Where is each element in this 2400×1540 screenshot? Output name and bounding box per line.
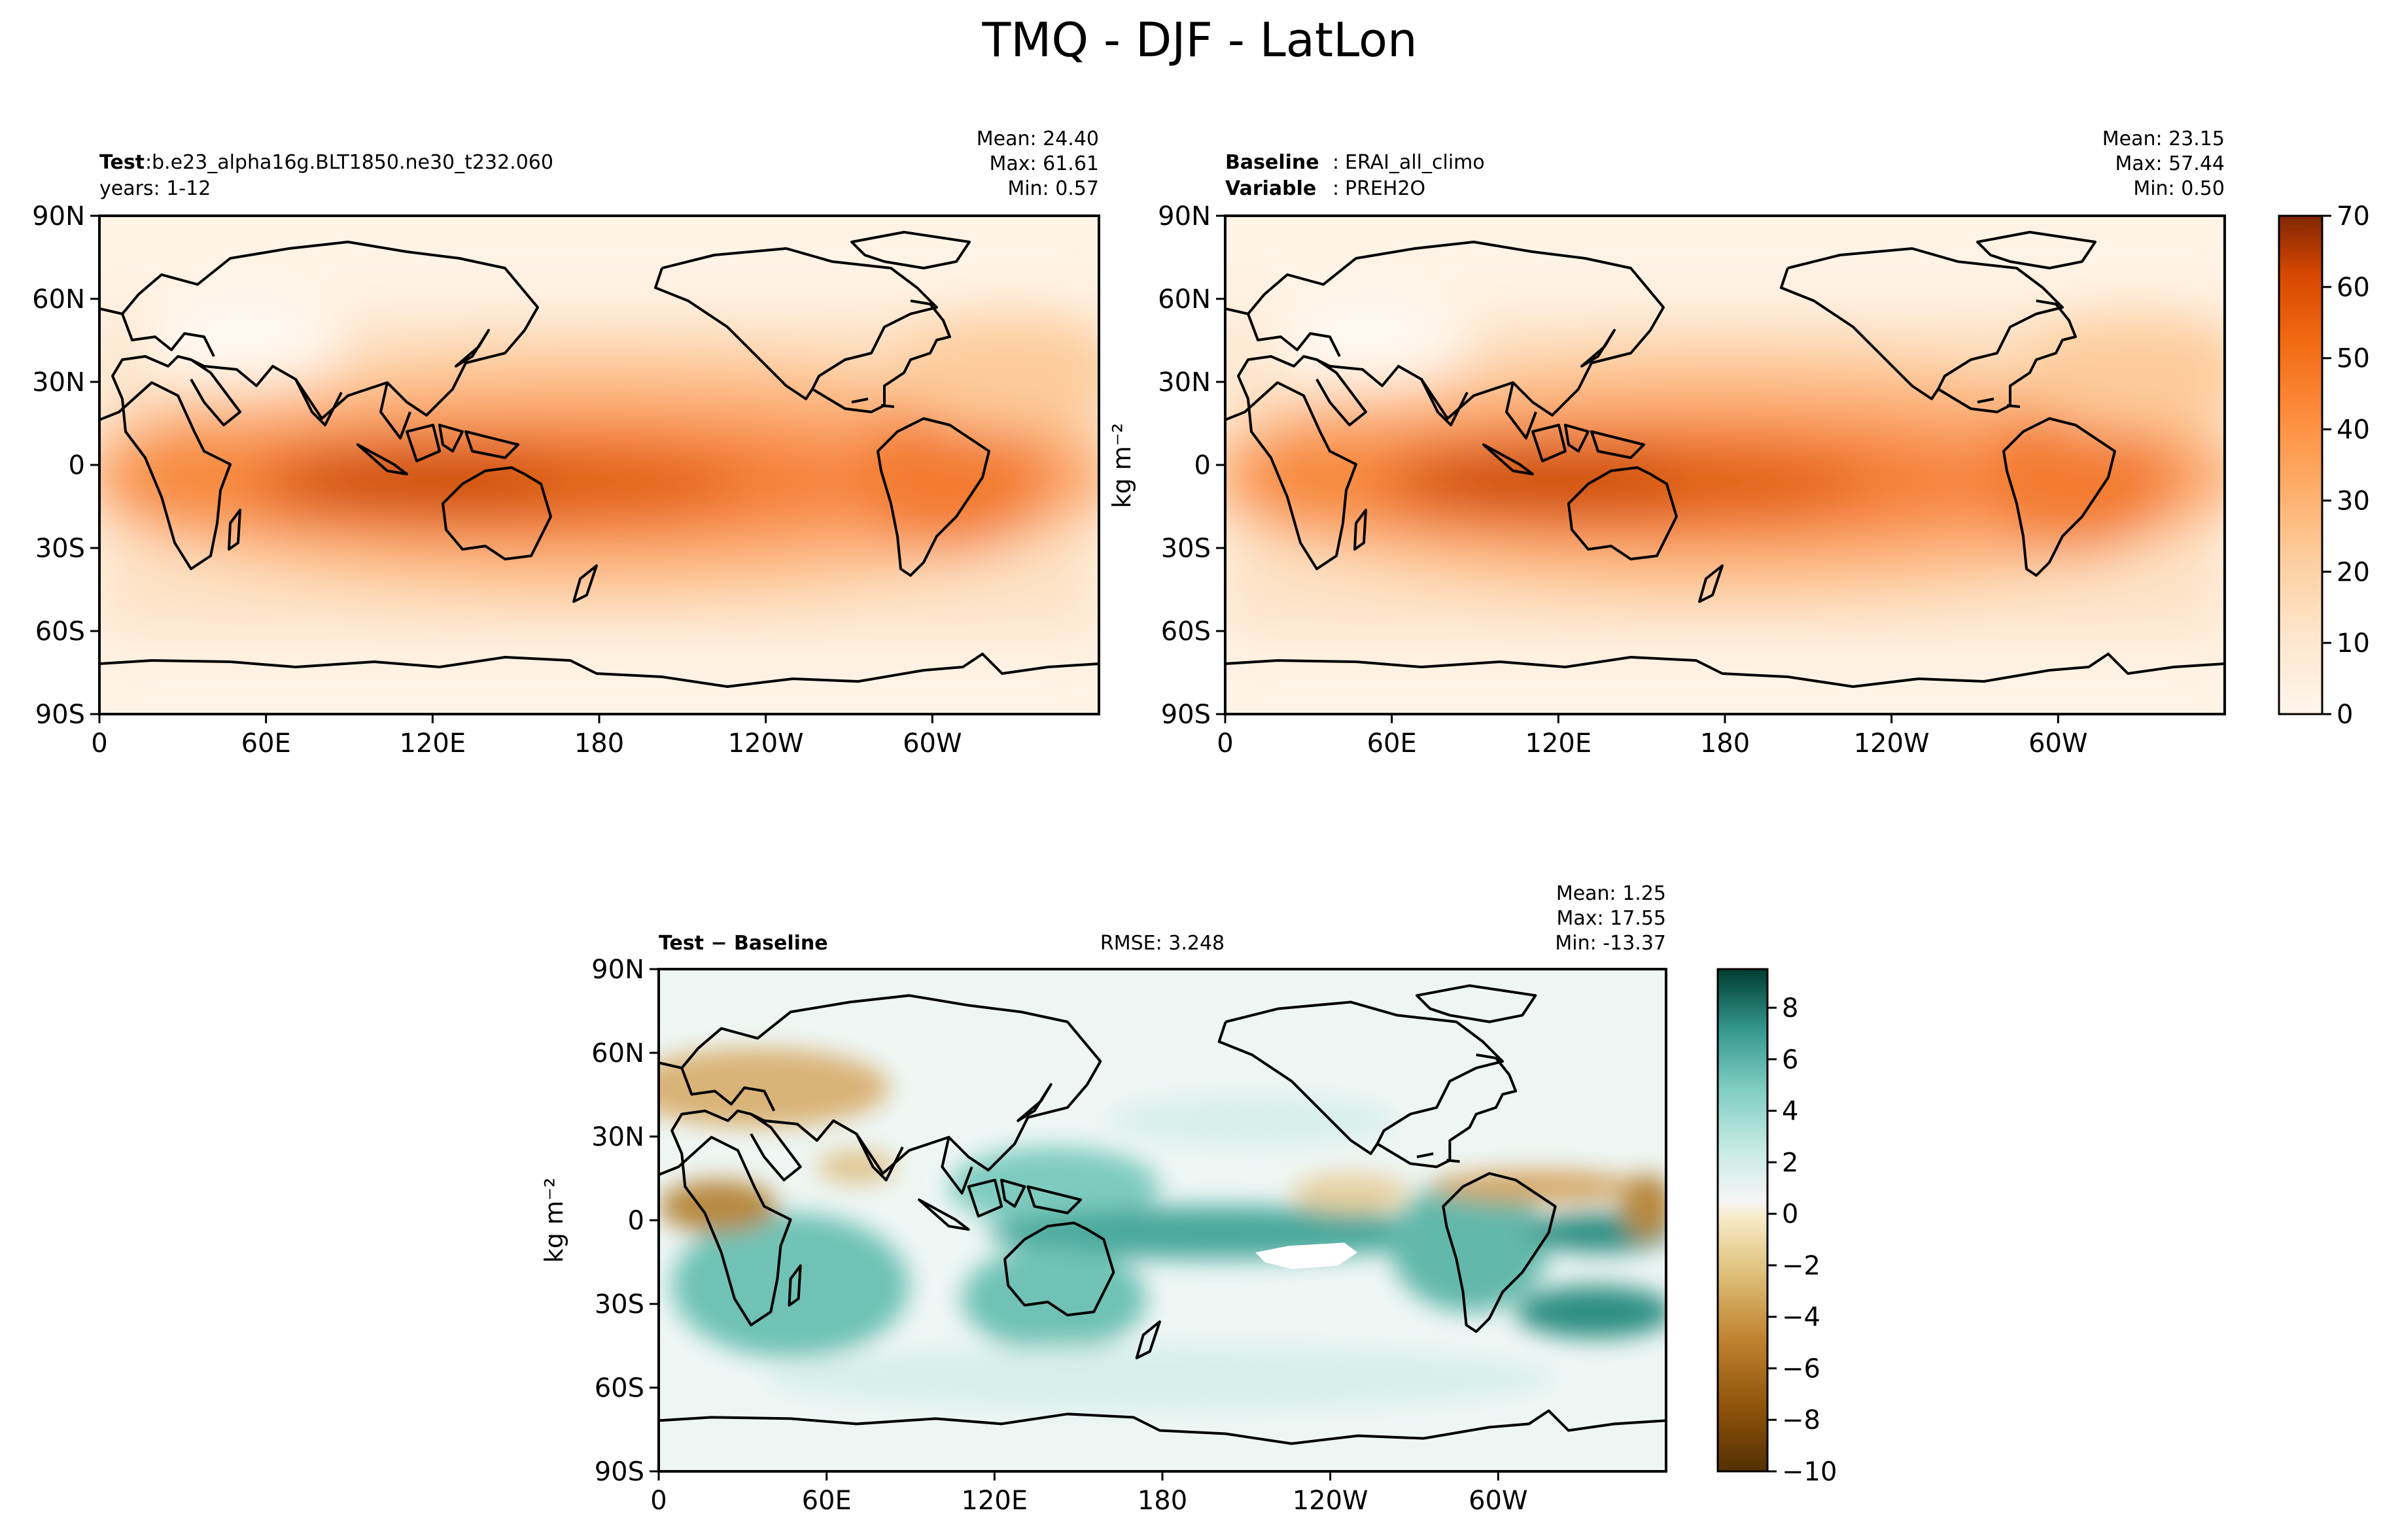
colorbar-diff-tick-label: 0 [1782,1199,1798,1229]
test-ytick-label: 60N [32,284,85,315]
variable-label: Variable [1225,177,1316,200]
baseline-max: Max: 57.44 [2115,152,2225,175]
baseline-ytick-label: 60N [1158,284,1211,315]
baseline-xtick-label: 120W [1854,728,1930,759]
test-years: years: 1-12 [99,177,211,200]
baseline-xtick-label: 180 [1700,728,1750,759]
baseline-name: ERAI_all_climo [1345,151,1485,174]
colorbar-top-tick-label: 70 [2337,201,2370,231]
test-ytick-label: 90S [35,700,85,730]
diff-xtick-label: 60E [802,1486,852,1516]
colorbar-top-gradient [2278,214,2323,715]
colorbar-top-tick-label: 0 [2337,700,2353,730]
test-colon: : [145,151,152,174]
baseline-ytick-label: 90S [1161,700,1211,730]
test-xtick-label: 120E [400,728,466,759]
test-axis-ticks: 0 60E 120E 180 120W 60W 90N 60N 30N 0 30S 60S 90S [32,201,962,759]
baseline-min: Min: 0.50 [2133,177,2225,200]
colorbar-diff-tick-label: −4 [1782,1303,1820,1333]
colorbar-top-tick-label: 20 [2337,557,2370,587]
baseline-panel: Baseline : ERAI_all_climo Variable : PRE… [1107,128,2226,759]
baseline-variable: PREH2O [1345,177,1425,200]
test-xtick-label: 120W [728,728,804,759]
diff-map-field [659,969,1666,1471]
colorbar-diff-tick-label: 4 [1782,1097,1798,1127]
colorbar-top-tick-label: 10 [2337,628,2370,659]
colorbar-top-tick-label: 30 [2337,486,2370,516]
baseline-ytick-label: 90N [1158,201,1211,231]
baseline-label: Baseline [1225,151,1319,174]
baseline-colon: : [1332,151,1339,174]
test-xtick-label: 180 [574,728,624,759]
diff-ytick-label: 30N [591,1122,644,1152]
diff-ytick-label: 30S [595,1290,644,1320]
colorbar-diff-tick-label: 6 [1782,1045,1798,1075]
colorbar-top-ticks: 0 10 20 30 40 50 60 70 [2322,201,2370,730]
baseline-ytick-label: 30N [1158,368,1211,398]
colorbar-diff: −10 −8 −6 −4 −2 0 2 4 6 8 [1716,968,1837,1487]
colorbar-diff-tick-label: 8 [1782,993,1798,1023]
colorbar-diff-tick-label: 2 [1782,1148,1798,1178]
colorbar-diff-ticks: −10 −8 −6 −4 −2 0 2 4 6 8 [1767,993,1837,1487]
baseline-map-field [1225,216,2225,714]
diff-panel: Test − Baseline RMSE: 3.248 Mean: 1.25 M… [540,882,1667,1516]
colorbar-top-tick-label: 50 [2337,344,2370,374]
test-ytick-label: 30N [32,368,85,398]
baseline-ytick-label: 30S [1161,534,1211,564]
diff-ytick-label: 60S [595,1373,644,1403]
colorbar-diff-tick-label: −8 [1782,1405,1820,1435]
diff-ytick-label: 90S [595,1457,644,1487]
test-ytick-label: 90N [32,201,85,231]
colorbar-top-tick-label: 60 [2337,273,2370,303]
baseline-ytick-label: 0 [1194,451,1211,481]
diff-xtick-label: 120E [962,1486,1028,1516]
diff-xtick-label: 0 [650,1486,667,1516]
diff-xtick-label: 60W [1469,1486,1527,1516]
baseline-xtick-label: 120E [1525,728,1592,759]
test-map-field [99,216,1099,714]
diff-ytick-label: 90N [591,955,644,985]
colorbar-top-tick-label: 40 [2337,415,2370,445]
diff-ytick-label: 60N [591,1038,644,1069]
diff-axis-ticks: 0 60E 120E 180 120W 60W 90N 60N 30N 0 30S 60S 90S [591,955,1527,1516]
colorbar-top: 0 10 20 30 40 50 60 70 [2278,201,2370,730]
variable-colon: : [1332,177,1339,200]
test-ytick-label: 30S [35,534,85,564]
test-mean: Mean: 24.40 [977,128,1099,150]
test-xtick-label: 60W [903,728,962,759]
test-panel: Test b.e23_alpha16g.BLT1850.ne30_t232.06… [32,128,1100,759]
baseline-mean: Mean: 23.15 [2102,128,2225,150]
baseline-xtick-label: 0 [1217,728,1233,759]
diff-xtick-label: 120W [1293,1486,1368,1516]
test-xtick-label: 60E [241,728,291,759]
diff-max: Max: 17.55 [1556,907,1666,930]
figure-title: TMQ - DJF - LatLon [981,12,1417,67]
diff-rmse: RMSE: 3.248 [1100,932,1225,955]
colorbar-diff-tick-label: −6 [1782,1354,1820,1384]
colorbar-diff-gradient [1716,968,1769,1473]
test-xtick-label: 0 [91,728,107,759]
baseline-axis-ticks: 0 60E 120E 180 120W 60W 90N 60N 30N 0 30S 60S 90S [1158,201,2087,759]
diff-mean: Mean: 1.25 [1556,882,1666,905]
diff-ytick-label: 0 [628,1206,644,1236]
diff-min: Min: -13.37 [1555,932,1666,955]
test-ytick-label: 0 [69,451,85,481]
test-label: Test [99,151,145,174]
colorbar-diff-tick-label: −10 [1782,1457,1837,1487]
colorbar-diff-tick-label: −2 [1782,1251,1820,1281]
test-max: Max: 61.61 [989,152,1099,175]
baseline-ylabel: kg m⁻² [1107,423,1136,509]
test-min: Min: 0.57 [1007,177,1099,200]
baseline-xtick-label: 60E [1367,728,1417,759]
baseline-ytick-label: 60S [1161,617,1211,647]
baseline-xtick-label: 60W [2028,728,2087,759]
diff-ylabel: kg m⁻² [540,1178,568,1263]
diff-xtick-label: 180 [1138,1486,1187,1516]
test-ytick-label: 60S [35,617,85,647]
test-name: b.e23_alpha16g.BLT1850.ne30_t232.060 [152,151,553,174]
diff-label: Test − Baseline [659,932,828,955]
